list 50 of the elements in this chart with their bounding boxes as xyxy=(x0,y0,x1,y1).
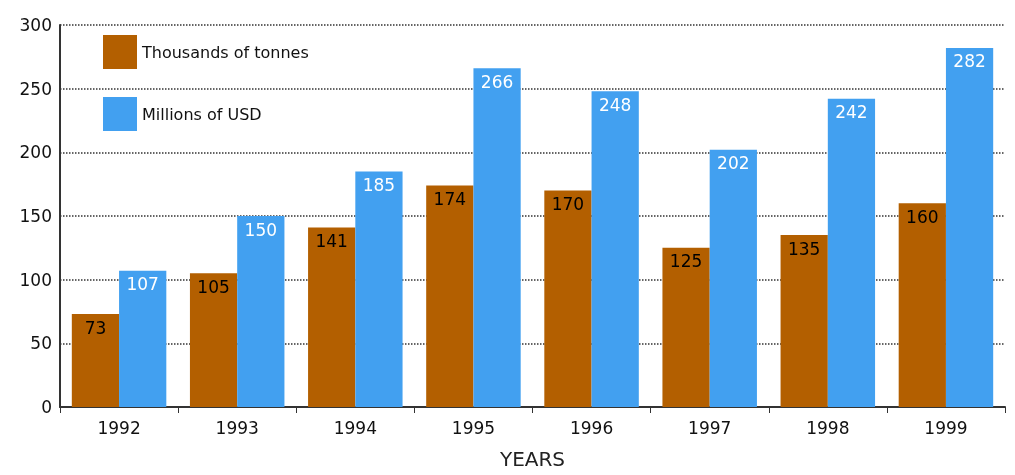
data-label: 141 xyxy=(315,230,348,251)
bar xyxy=(591,91,639,407)
y-tick-label: 150 xyxy=(19,206,52,226)
x-tick-label: 1997 xyxy=(688,417,732,438)
y-tick-label: 300 xyxy=(19,15,52,35)
data-label: 150 xyxy=(244,219,278,240)
bar xyxy=(662,247,710,407)
data-label: 185 xyxy=(362,174,396,195)
data-label: 105 xyxy=(197,276,230,297)
y-tick-label: 0 xyxy=(41,397,52,417)
bar xyxy=(426,185,474,407)
x-tick-label: 1998 xyxy=(806,417,850,438)
legend-label: Thousands of tonnes xyxy=(141,42,309,62)
data-label: 160 xyxy=(906,206,939,227)
y-tick-label: 200 xyxy=(19,142,52,163)
bar xyxy=(473,68,521,407)
data-label: 248 xyxy=(598,94,632,115)
data-label: 107 xyxy=(126,274,159,295)
legend-label: Millions of USD xyxy=(142,104,262,124)
data-label: 73 xyxy=(84,317,107,338)
data-label: 135 xyxy=(787,238,821,259)
x-tick-label: 1995 xyxy=(451,417,496,438)
data-label: 174 xyxy=(433,188,467,209)
data-label: 170 xyxy=(551,194,585,215)
data-label: 202 xyxy=(717,153,750,174)
data-label: 266 xyxy=(480,71,514,92)
bar xyxy=(119,270,167,407)
x-axis-title: YEARS xyxy=(498,447,566,471)
x-tick-label: 1993 xyxy=(215,417,259,438)
bar xyxy=(945,47,994,407)
data-label: 125 xyxy=(669,251,703,272)
bar xyxy=(308,227,356,407)
bar xyxy=(189,273,238,407)
x-tick-label: 1992 xyxy=(97,417,141,438)
y-tick-label: 250 xyxy=(19,78,52,99)
bar xyxy=(237,216,285,407)
bar xyxy=(355,171,403,407)
bar xyxy=(898,203,946,407)
bar xyxy=(709,149,757,407)
x-tick-label: 1994 xyxy=(333,417,377,438)
bar xyxy=(780,235,828,407)
x-tick-label: 1999 xyxy=(924,417,968,438)
y-tick-label: 100 xyxy=(19,269,52,290)
data-label: 282 xyxy=(953,51,986,72)
x-tick-label: 1996 xyxy=(569,417,614,438)
y-tick-label: 50 xyxy=(30,333,52,354)
data-label: 242 xyxy=(835,102,868,123)
bar xyxy=(827,98,876,407)
bar xyxy=(71,314,120,407)
bar xyxy=(544,190,592,407)
